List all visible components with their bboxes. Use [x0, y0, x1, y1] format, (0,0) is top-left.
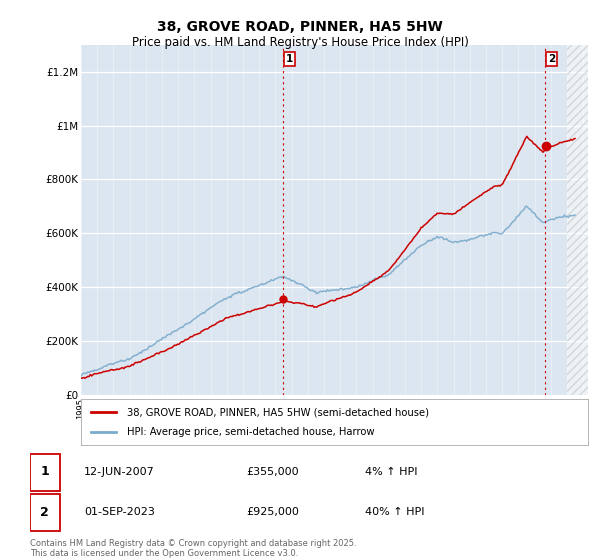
Bar — [567, 45, 591, 395]
Text: 1: 1 — [286, 54, 293, 64]
Text: 1: 1 — [40, 465, 49, 478]
Text: 38, GROVE ROAD, PINNER, HA5 5HW (semi-detached house): 38, GROVE ROAD, PINNER, HA5 5HW (semi-de… — [127, 407, 428, 417]
Text: HPI: Average price, semi-detached house, Harrow: HPI: Average price, semi-detached house,… — [127, 427, 374, 437]
Text: 2: 2 — [40, 506, 49, 519]
Text: Contains HM Land Registry data © Crown copyright and database right 2025.
This d: Contains HM Land Registry data © Crown c… — [30, 539, 356, 558]
Text: 4% ↑ HPI: 4% ↑ HPI — [365, 467, 418, 477]
Text: £925,000: £925,000 — [246, 507, 299, 517]
Text: Price paid vs. HM Land Registry's House Price Index (HPI): Price paid vs. HM Land Registry's House … — [131, 36, 469, 49]
Text: 01-SEP-2023: 01-SEP-2023 — [84, 507, 155, 517]
Bar — [30, 494, 60, 531]
Text: 40% ↑ HPI: 40% ↑ HPI — [365, 507, 424, 517]
Bar — [567, 45, 591, 395]
Text: 2: 2 — [548, 54, 555, 64]
Bar — [30, 454, 60, 491]
Text: £355,000: £355,000 — [246, 467, 299, 477]
Text: 12-JUN-2007: 12-JUN-2007 — [84, 467, 155, 477]
Text: 38, GROVE ROAD, PINNER, HA5 5HW: 38, GROVE ROAD, PINNER, HA5 5HW — [157, 20, 443, 34]
